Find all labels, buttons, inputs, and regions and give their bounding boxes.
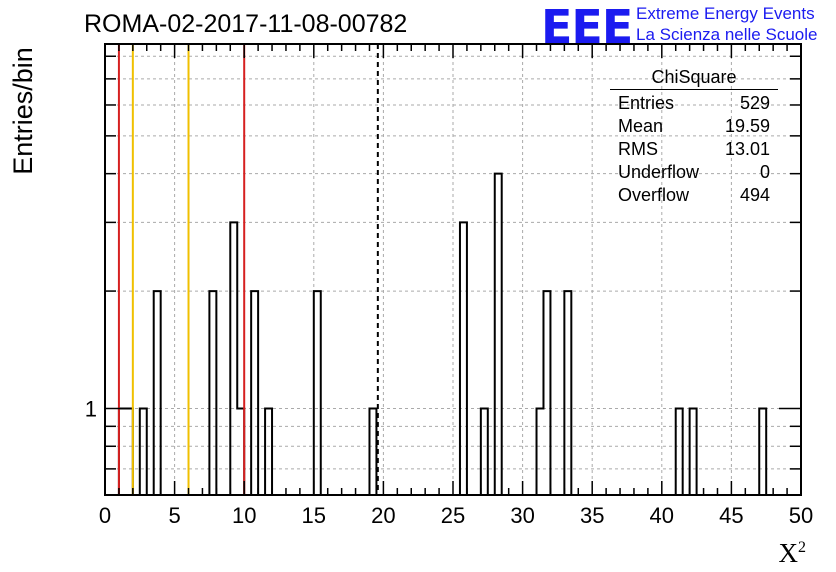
- x-tick-label: 25: [441, 503, 465, 528]
- stats-row: RMS 13.01: [610, 138, 778, 161]
- histogram-bin: [237, 408, 244, 495]
- stats-value: 19.59: [724, 116, 770, 136]
- chart-title: ROMA-02-2017-11-08-00782: [84, 10, 408, 38]
- x-tick-label: 35: [580, 503, 604, 528]
- histogram-bin: [140, 408, 147, 495]
- y-axis-label: Entries/bin: [8, 47, 38, 175]
- histogram-bin: [209, 291, 216, 495]
- stats-row: Mean 19.59: [610, 115, 778, 138]
- histogram-bin: [154, 291, 161, 495]
- stats-label: Mean: [618, 116, 664, 136]
- x-tick-label: 40: [650, 503, 674, 528]
- x-tick-label: 15: [302, 503, 326, 528]
- histogram-bin: [460, 222, 467, 495]
- stats-row: Overflow 494: [610, 184, 778, 207]
- x-axis-label-base: X: [778, 538, 799, 568]
- stats-value: 494: [739, 185, 770, 205]
- histogram-bin: [265, 408, 272, 495]
- histogram-bin: [537, 408, 544, 495]
- histogram-bin: [230, 222, 237, 495]
- histogram-bin: [119, 408, 126, 495]
- eee-logo: EEE: [541, 0, 633, 54]
- stats-label: RMS: [618, 139, 658, 159]
- x-tick-label: 50: [789, 503, 813, 528]
- stats-row: Entries 529: [610, 92, 778, 115]
- histogram-bin: [481, 408, 488, 495]
- stats-row: Underflow 0: [610, 161, 778, 184]
- stats-title: ChiSquare: [610, 67, 778, 90]
- x-tick-label: 0: [99, 503, 111, 528]
- x-tick-label: 10: [232, 503, 256, 528]
- histogram-bin: [543, 291, 550, 495]
- histogram-bin: [690, 408, 697, 495]
- histogram-bin: [564, 291, 571, 495]
- y-tick-label: 1: [85, 396, 97, 421]
- histogram-bin: [251, 291, 258, 495]
- histogram-bin: [495, 174, 502, 495]
- logo-line-2: La Scienza nelle Scuole: [636, 25, 818, 44]
- histogram-bin: [759, 408, 766, 495]
- stats-value: 529: [739, 93, 770, 113]
- histogram-bin: [126, 408, 133, 495]
- histogram-bin: [314, 291, 321, 495]
- x-axis-label-superscript: 2: [798, 539, 806, 556]
- stats-label: Underflow: [618, 162, 700, 182]
- stats-label: Entries: [618, 93, 675, 113]
- stats-value: 0: [759, 162, 770, 182]
- x-tick-label: 20: [371, 503, 395, 528]
- stats-value: 13.01: [724, 139, 770, 159]
- logo-line-1: Extreme Energy Events: [636, 4, 815, 23]
- x-tick-label: 45: [719, 503, 743, 528]
- x-axis-label: X2: [779, 538, 807, 569]
- histogram-bin: [676, 408, 683, 495]
- stats-box: ChiSquare Entries 529 Mean 19.59 RMS 13.01 …: [610, 67, 778, 207]
- stats-label: Overflow: [618, 185, 690, 205]
- x-tick-label: 5: [168, 503, 180, 528]
- x-tick-label: 30: [510, 503, 534, 528]
- histogram-bin: [369, 408, 376, 495]
